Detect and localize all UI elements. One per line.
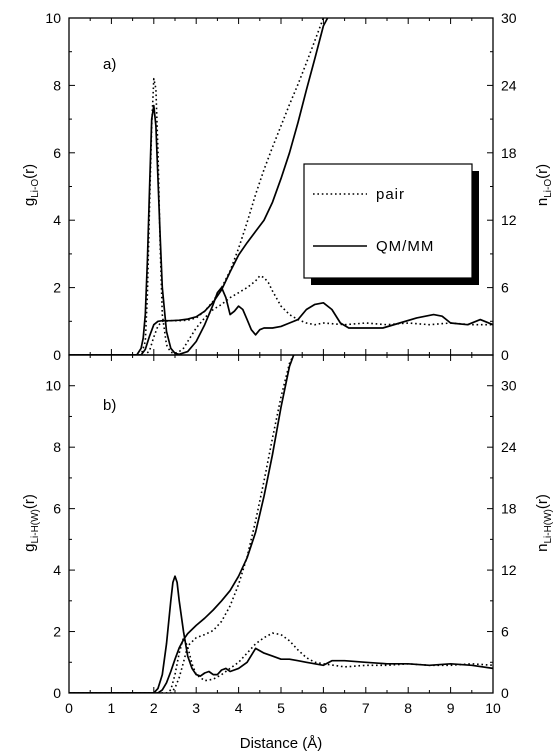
y-tick-label-right: 0 — [501, 685, 509, 701]
y-tick-label-right: 12 — [501, 562, 517, 578]
panel-a-left-axis-label: gLi-O(r) — [21, 164, 41, 206]
x-tick-label: 6 — [320, 700, 328, 716]
y-tick-label-right: 6 — [501, 624, 509, 640]
legend: pair QM/MM — [304, 164, 479, 285]
panel-b-tag: b) — [103, 397, 116, 414]
y-tick-label-right: 24 — [501, 439, 517, 455]
x-tick-label: 0 — [65, 700, 73, 716]
panel-b: 01234567891002468100612182430 b) gLi-H(W… — [21, 355, 554, 752]
y-tick-label-left: 8 — [53, 439, 61, 455]
x-tick-label: 4 — [235, 700, 243, 716]
x-tick-label: 9 — [447, 700, 455, 716]
x-axis-label: Distance (Å) — [240, 735, 323, 752]
y-tick-label-left: 8 — [53, 77, 61, 93]
panel-a: 02468100612182430 pair QM/MM a) gLi-O(r)… — [21, 10, 554, 363]
y-tick-label-left: 2 — [53, 280, 61, 296]
y-tick-label-right: 30 — [501, 378, 517, 394]
panel-a-right-axis-label: nLi-O(r) — [534, 164, 554, 206]
legend-box — [304, 164, 472, 278]
y-tick-label-left: 4 — [53, 212, 61, 228]
y-tick-label-left: 0 — [53, 685, 61, 701]
y-tick-label-left: 4 — [53, 562, 61, 578]
panel-b-right-axis-label: nLi-H(W)(r) — [534, 494, 554, 552]
panel-b-pair-g-line — [69, 633, 493, 693]
y-tick-label-left: 0 — [53, 347, 61, 363]
y-tick-label-left: 2 — [53, 624, 61, 640]
y-tick-label-left: 6 — [53, 501, 61, 517]
y-tick-label-right: 12 — [501, 212, 517, 228]
panel-b-left-axis-label: gLi-H(W)(r) — [21, 494, 41, 552]
x-tick-label: 7 — [362, 700, 370, 716]
y-tick-label-right: 6 — [501, 280, 509, 296]
legend-label-qmmm: QM/MM — [376, 238, 434, 255]
x-tick-label: 10 — [485, 700, 501, 716]
y-tick-label-left: 6 — [53, 145, 61, 161]
y-tick-label-right: 30 — [501, 10, 517, 26]
y-tick-label-right: 18 — [501, 145, 517, 161]
y-tick-label-left: 10 — [45, 10, 61, 26]
x-tick-label: 3 — [192, 700, 200, 716]
panel-b-curves — [69, 355, 493, 693]
panel-a-tag: a) — [103, 56, 116, 73]
y-tick-label-right: 18 — [501, 501, 517, 517]
y-tick-label-right: 0 — [501, 347, 509, 363]
y-tick-label-left: 10 — [45, 378, 61, 394]
legend-label-pair: pair — [376, 186, 405, 203]
x-tick-label: 2 — [150, 700, 158, 716]
x-tick-label: 5 — [277, 700, 285, 716]
x-tick-label: 8 — [404, 700, 412, 716]
panel-b-qmmm-g-line — [69, 576, 493, 693]
y-tick-label-right: 24 — [501, 77, 517, 93]
x-tick-label: 1 — [108, 700, 116, 716]
